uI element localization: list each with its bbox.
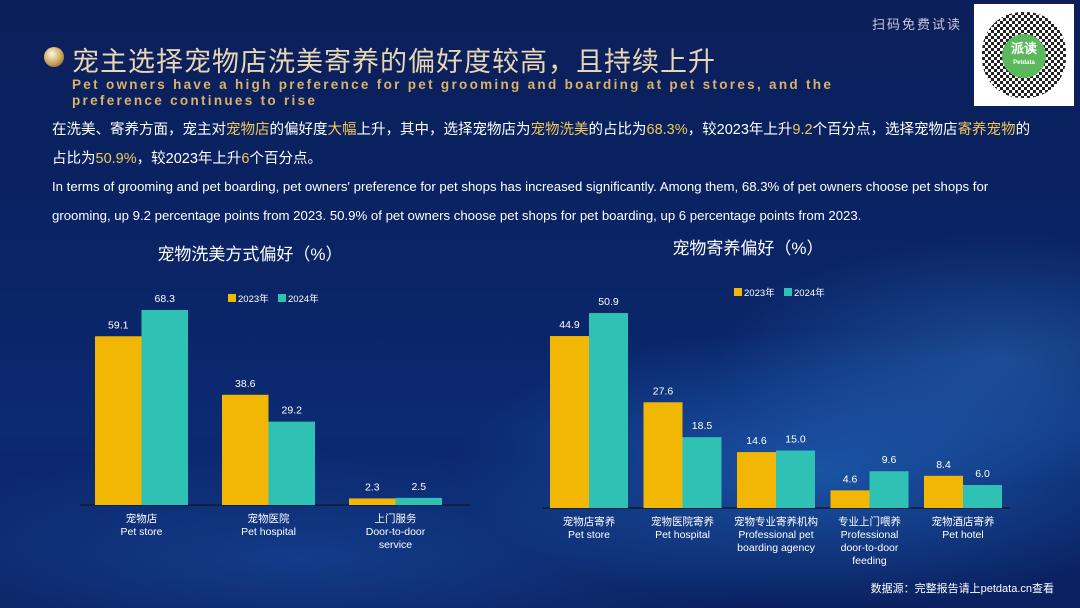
category-label: Professional bbox=[841, 529, 899, 541]
qr-code[interactable]: 派读 Petdata bbox=[974, 4, 1074, 106]
category-label: feeding bbox=[852, 555, 887, 567]
legend-label: 2024年 bbox=[794, 287, 825, 299]
bar bbox=[830, 490, 870, 508]
summary-text: 个百分点，选择宠物店 bbox=[812, 122, 958, 138]
category-label: 宠物店寄养 bbox=[563, 515, 616, 528]
data-label: 2.3 bbox=[365, 481, 380, 493]
bar bbox=[963, 485, 1002, 508]
qr-logo-text: 派读 bbox=[1010, 41, 1037, 56]
data-label: 8.4 bbox=[936, 459, 951, 471]
summary-text: 的占比为 bbox=[588, 122, 647, 138]
data-label: 9.6 bbox=[882, 454, 897, 466]
highlight-text: 6 bbox=[241, 151, 250, 167]
summary-text: 上升，其中，选择宠物店为 bbox=[356, 122, 531, 138]
data-label: 59.1 bbox=[108, 319, 129, 331]
data-label: 44.9 bbox=[559, 319, 580, 331]
qr-logo: 派读 Petdata bbox=[1002, 34, 1046, 78]
category-label: 宠物店 bbox=[126, 512, 158, 525]
page-subtitle: Pet owners have a high preference for pe… bbox=[72, 77, 834, 108]
category-label: 宠物医院寄养 bbox=[651, 515, 714, 528]
summary-text: ，较2023年上升 bbox=[687, 122, 793, 138]
legend-swatch bbox=[228, 294, 236, 302]
data-label: 27.6 bbox=[653, 385, 674, 397]
summary-cn: 在洗美、寄养方面，宠主对宠物店的偏好度大幅上升，其中，选择宠物店为宠物洗美的占比… bbox=[52, 116, 1032, 174]
bar bbox=[776, 450, 815, 508]
category-label: door-to-door bbox=[841, 542, 899, 554]
bar bbox=[589, 313, 628, 508]
category-label: 专业上门喂养 bbox=[838, 515, 901, 528]
title-bullet-icon bbox=[44, 47, 64, 67]
data-source: 数据源：完整报告请上petdata.cn查看 bbox=[870, 583, 1054, 595]
data-label: 18.5 bbox=[692, 420, 713, 432]
highlight-text: 宠物洗美 bbox=[530, 122, 589, 138]
category-label: Door-to-door bbox=[366, 526, 426, 538]
summary-text: 的占比为 bbox=[52, 122, 1031, 167]
summary-text: 个百分点。 bbox=[249, 151, 322, 167]
bar bbox=[95, 336, 142, 505]
category-label: Pet hospital bbox=[655, 529, 710, 541]
data-label: 68.3 bbox=[155, 293, 176, 305]
summary-text: 在洗美、寄养方面，宠主对 bbox=[52, 122, 226, 138]
category-label: boarding agency bbox=[737, 542, 815, 554]
data-label: 4.6 bbox=[843, 473, 858, 485]
summary-en: In terms of grooming and pet boarding, p… bbox=[52, 179, 989, 223]
category-label: 宠物酒店寄养 bbox=[932, 515, 995, 528]
category-label: service bbox=[379, 539, 412, 551]
data-label: 2.5 bbox=[411, 481, 426, 493]
legend-label: 2023年 bbox=[744, 287, 775, 299]
page-title: 宠主选择宠物店洗美寄养的偏好度较高，且持续上升 bbox=[72, 47, 716, 78]
bar bbox=[349, 498, 396, 505]
bar bbox=[550, 336, 589, 508]
bar bbox=[924, 475, 963, 508]
legend-swatch bbox=[784, 288, 792, 296]
data-label: 29.2 bbox=[282, 405, 303, 417]
chart-title: 宠物寄养偏好（%） bbox=[672, 239, 823, 258]
category-label: Pet store bbox=[568, 529, 610, 541]
legend-swatch bbox=[278, 294, 286, 302]
summary-text: ，较2023年上升 bbox=[136, 151, 242, 167]
data-label: 50.9 bbox=[598, 296, 619, 308]
bar bbox=[869, 471, 909, 508]
highlight-text: 寄养宠物 bbox=[957, 122, 1016, 138]
qr-logo-sub: Petdata bbox=[1013, 60, 1035, 66]
legend-swatch bbox=[734, 288, 742, 296]
highlight-text: 9.2 bbox=[792, 122, 813, 138]
category-label: Professional pet bbox=[738, 529, 813, 541]
data-label: 14.6 bbox=[746, 435, 767, 447]
highlight-text: 50.9% bbox=[95, 151, 137, 167]
category-label: 宠物医院 bbox=[248, 512, 290, 525]
category-label: Pet hospital bbox=[241, 526, 296, 538]
bar bbox=[141, 310, 188, 505]
bar bbox=[682, 437, 722, 508]
bar bbox=[268, 421, 315, 505]
data-label: 15.0 bbox=[785, 434, 806, 446]
bar bbox=[222, 394, 269, 505]
data-label: 38.6 bbox=[235, 378, 256, 390]
highlight-text: 大幅 bbox=[327, 122, 357, 138]
scan-free-trial-label: 扫码免费试读 bbox=[871, 18, 962, 33]
category-label: 宠物专业寄养机构 bbox=[734, 515, 818, 528]
category-label: Pet hotel bbox=[942, 529, 983, 541]
summary-text: 的偏好度 bbox=[269, 122, 328, 138]
legend-label: 2023年 bbox=[238, 293, 269, 305]
legend-label: 2024年 bbox=[288, 293, 319, 305]
category-label: 上门服务 bbox=[375, 512, 417, 525]
bar bbox=[395, 497, 442, 505]
category-label: Pet store bbox=[120, 526, 162, 538]
bar bbox=[643, 402, 683, 508]
chart-title: 宠物洗美方式偏好（%） bbox=[157, 245, 342, 264]
highlight-text: 宠物店 bbox=[226, 122, 270, 138]
data-label: 6.0 bbox=[975, 468, 990, 480]
bar bbox=[737, 452, 776, 508]
highlight-text: 68.3% bbox=[646, 122, 688, 138]
